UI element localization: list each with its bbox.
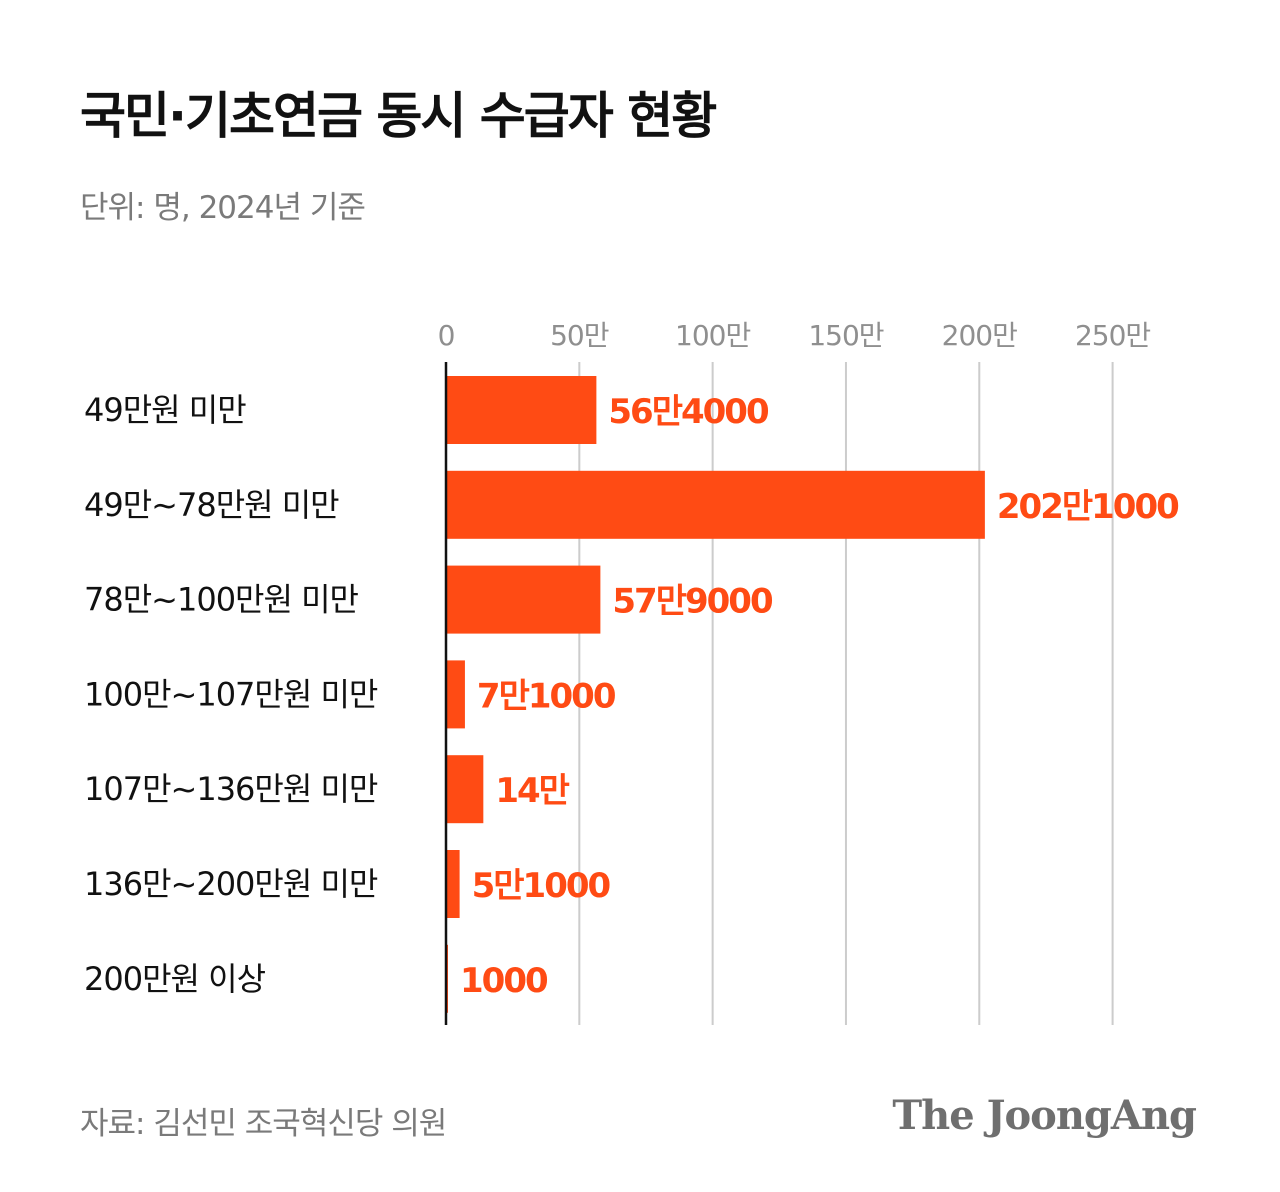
source-note: 자료: 김선민 조국혁신당 의원 [80,1106,447,1142]
data-label: 57만9000 [612,582,773,622]
x-tick-label: 50만 [550,319,609,352]
x-tick-label: 100만 [675,319,750,352]
category-label: 78만~100만원 미만 [84,581,359,619]
data-label: 1000 [460,961,548,1001]
x-tick-label: 250만 [1075,319,1150,352]
chart-title: 국민·기초연금 동시 수급자 현황 [80,87,717,145]
bar [446,660,465,729]
data-label: 14만 [495,771,569,811]
bar [446,376,597,444]
publisher-logo: The JoongAng [892,1092,1197,1139]
bar [446,470,985,539]
data-label: 202만1000 [997,487,1179,527]
bar [446,850,460,918]
category-label: 49만원 미만 [84,391,246,429]
chart-subtitle: 단위: 명, 2024년 기준 [80,190,366,226]
data-label: 56만4000 [608,392,769,432]
category-label: 49만~78만원 미만 [84,486,339,524]
category-label: 100만~107만원 미만 [84,675,378,713]
data-label: 5만1000 [472,866,611,906]
x-tick-label: 0 [438,319,455,352]
bar [446,565,601,634]
data-label: 7만1000 [477,676,616,716]
bar [446,755,484,824]
category-label: 200만원 이상 [84,960,266,998]
category-label: 107만~136만원 미만 [84,770,378,808]
category-label: 136만~200만원 미만 [84,865,378,903]
x-tick-label: 200만 [942,319,1017,352]
x-tick-label: 150만 [808,319,883,352]
